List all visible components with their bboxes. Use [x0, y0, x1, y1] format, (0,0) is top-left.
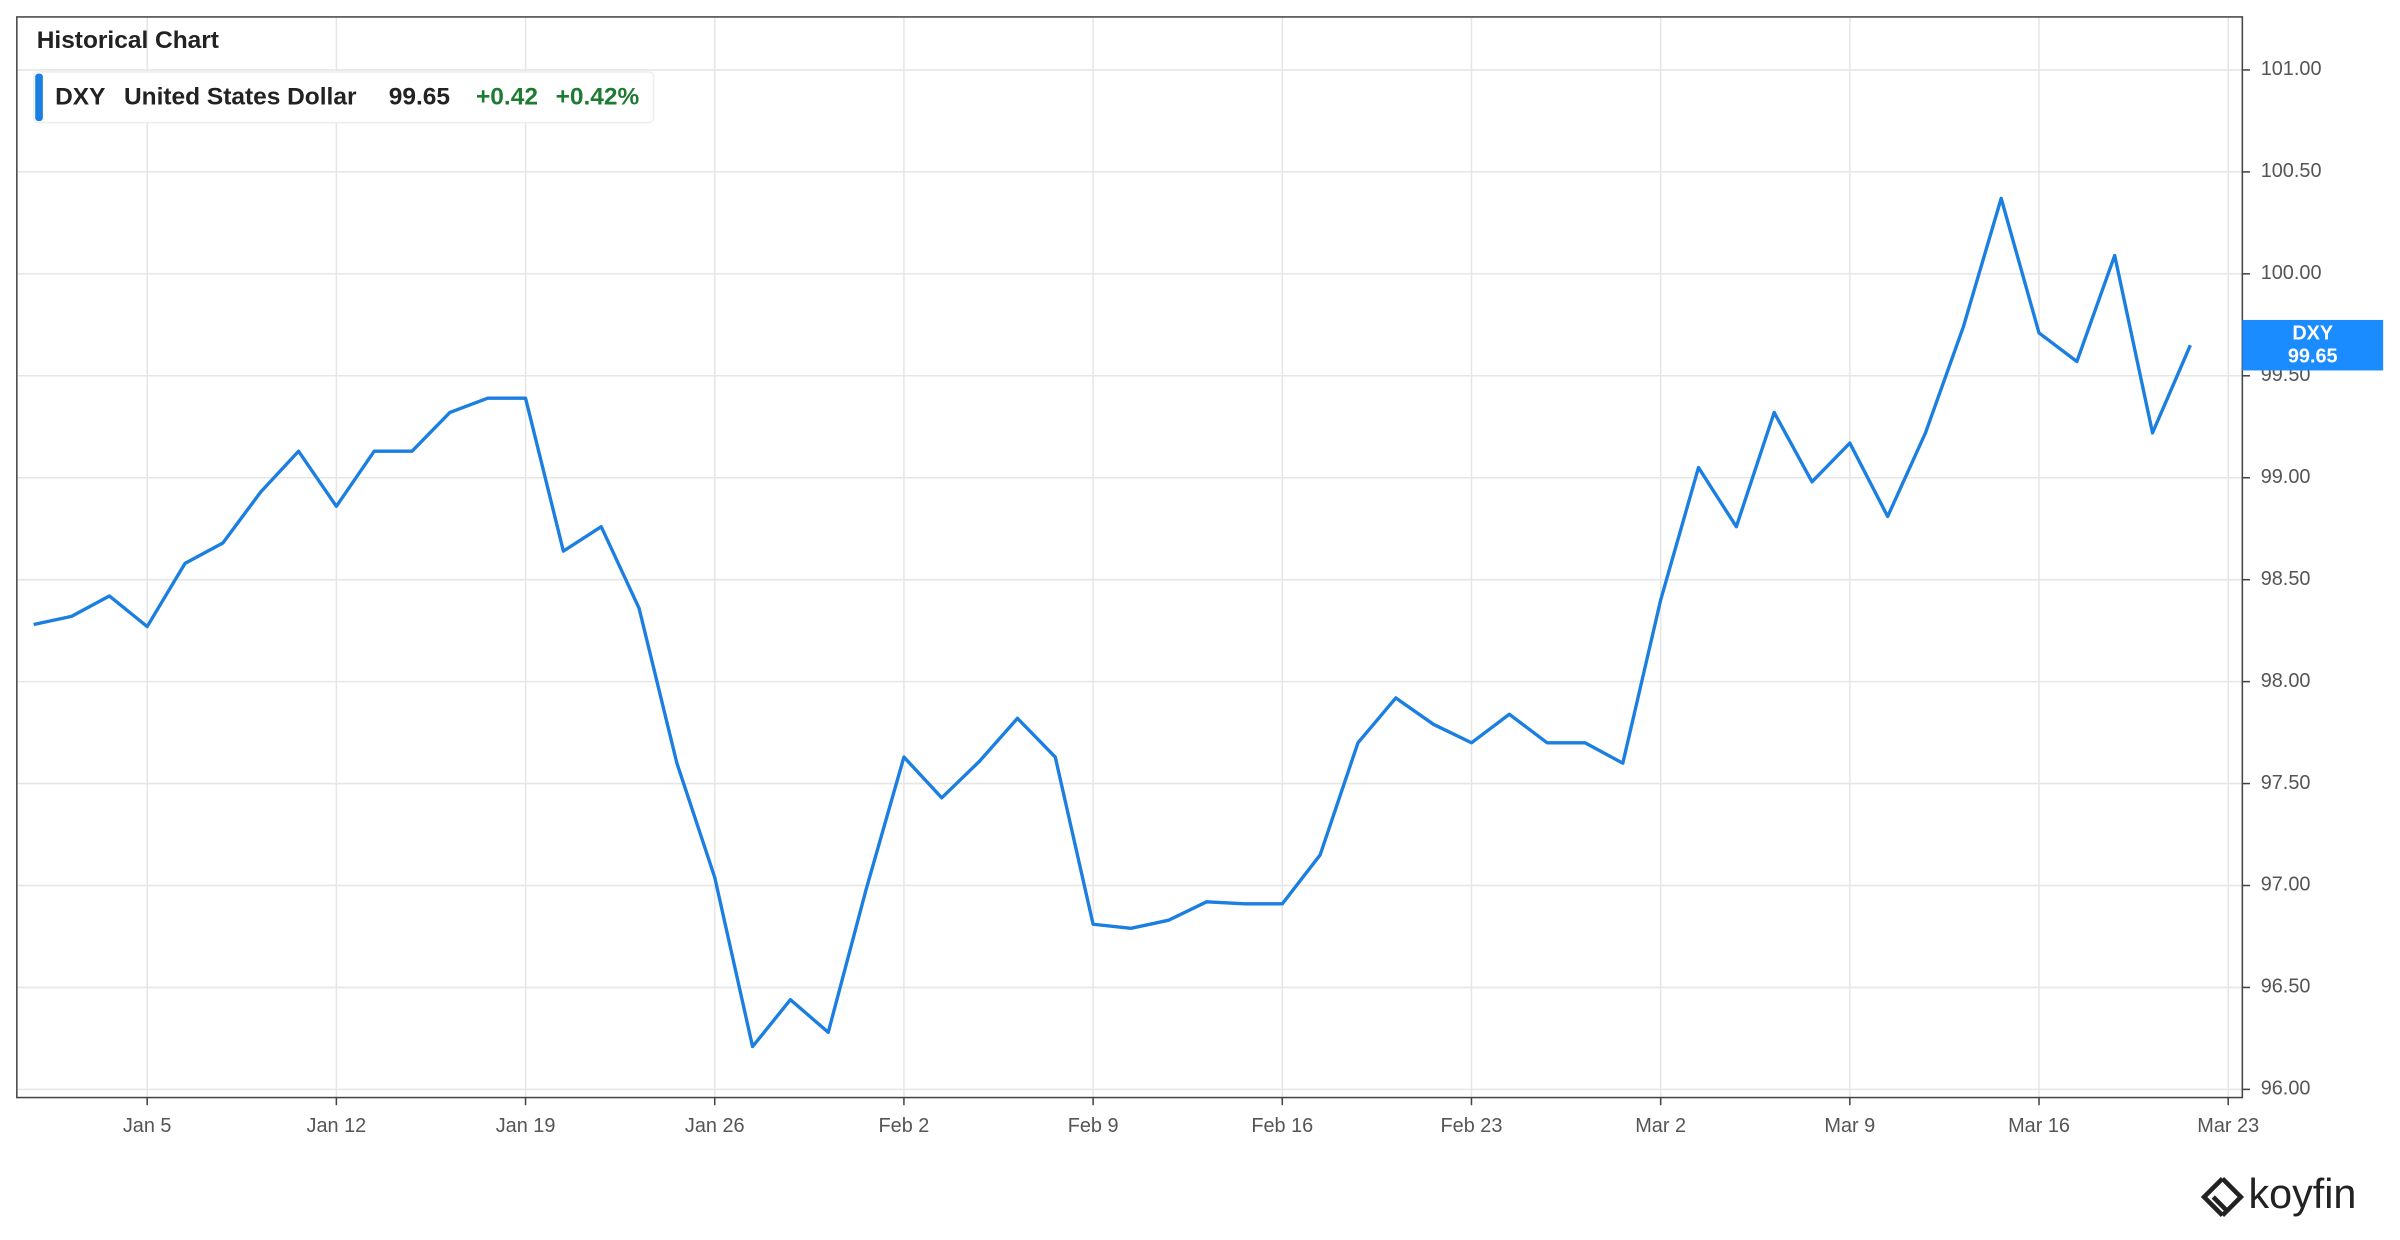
- x-tick-label: Mar 16: [2008, 1115, 2070, 1137]
- y-tick-label: 101.00: [2261, 58, 2322, 80]
- legend-name: United States Dollar: [124, 84, 357, 111]
- y-tick-label: 96.00: [2261, 1078, 2311, 1100]
- x-tick-label: Mar 23: [2197, 1115, 2259, 1137]
- x-tick-label: Jan 12: [307, 1115, 367, 1137]
- ticks: 96.0096.5097.0097.5098.0098.5099.0099.50…: [123, 58, 2322, 1137]
- y-tick-label: 100.00: [2261, 262, 2322, 284]
- x-tick-label: Mar 2: [1635, 1115, 1686, 1137]
- legend-change: +0.42: [476, 84, 538, 111]
- legend-change-pct: +0.42%: [556, 84, 640, 111]
- brand: koyfin: [2200, 1171, 2356, 1218]
- x-tick-label: Feb 2: [879, 1115, 930, 1137]
- line-series: [33, 196, 2192, 1049]
- y-tick-label: 97.00: [2261, 874, 2311, 896]
- legend-box: [32, 71, 655, 124]
- brand-icon: [2200, 1177, 2245, 1218]
- legend: DXY United States Dollar 99.65 +0.42 +0.…: [32, 71, 655, 124]
- x-tick-label: Feb 9: [1068, 1115, 1119, 1137]
- price-tag: DXY 99.65: [2242, 319, 2384, 371]
- series: [33, 196, 2192, 1049]
- plot-frame: [16, 16, 2244, 1099]
- brand-name: koyfin: [2248, 1171, 2356, 1217]
- x-tick-label: Feb 16: [1251, 1115, 1313, 1137]
- legend-swatch: [35, 73, 43, 122]
- price-tag-box: [2242, 319, 2384, 371]
- x-tick-label: Jan 5: [123, 1115, 172, 1137]
- price-tag-value: 99.65: [2288, 346, 2338, 368]
- chart-title: Historical Chart: [37, 27, 219, 54]
- legend-symbol: DXY: [55, 84, 105, 111]
- y-tick-label: 98.50: [2261, 568, 2311, 590]
- x-tick-label: Jan 19: [496, 1115, 556, 1137]
- y-tick-label: 98.00: [2261, 670, 2311, 692]
- y-tick-label: 99.00: [2261, 466, 2311, 488]
- y-tick-label: 100.50: [2261, 160, 2322, 182]
- x-tick-label: Feb 23: [1441, 1115, 1503, 1137]
- grid: [16, 16, 2243, 1098]
- price-tag-symbol: DXY: [2292, 323, 2333, 345]
- y-tick-label: 96.50: [2261, 976, 2311, 998]
- y-tick-label: 97.50: [2261, 772, 2311, 794]
- x-tick-label: Jan 26: [685, 1115, 745, 1137]
- x-tick-label: Mar 9: [1824, 1115, 1875, 1137]
- legend-value: 99.65: [389, 84, 450, 111]
